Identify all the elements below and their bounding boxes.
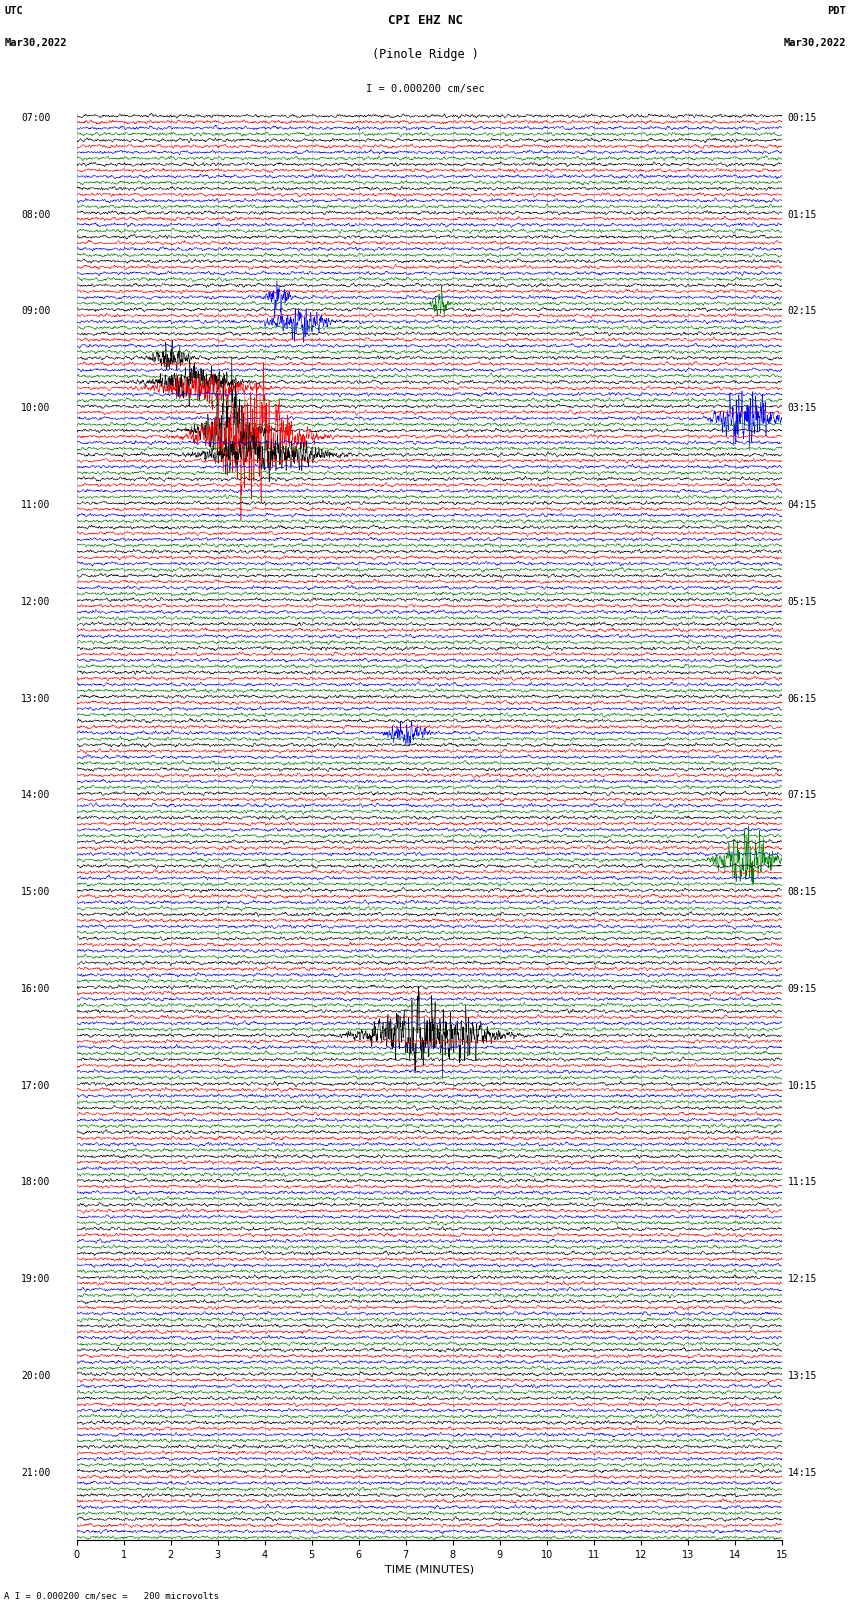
Text: 14:15: 14:15 (788, 1468, 817, 1478)
Text: 10:15: 10:15 (788, 1081, 817, 1090)
Text: 02:15: 02:15 (788, 306, 817, 316)
Text: 17:00: 17:00 (21, 1081, 51, 1090)
Text: 21:00: 21:00 (21, 1468, 51, 1478)
Text: (Pinole Ridge ): (Pinole Ridge ) (371, 48, 479, 61)
Text: PDT: PDT (827, 6, 846, 16)
Text: 04:15: 04:15 (788, 500, 817, 510)
Text: 08:00: 08:00 (21, 210, 51, 219)
Text: 07:00: 07:00 (21, 113, 51, 123)
Text: 06:15: 06:15 (788, 694, 817, 703)
Text: A I = 0.000200 cm/sec =   200 microvolts: A I = 0.000200 cm/sec = 200 microvolts (4, 1590, 219, 1600)
Text: 05:15: 05:15 (788, 597, 817, 606)
Text: 03:15: 03:15 (788, 403, 817, 413)
Text: 12:15: 12:15 (788, 1274, 817, 1284)
Text: CPI EHZ NC: CPI EHZ NC (388, 15, 462, 27)
Text: 00:15: 00:15 (788, 113, 817, 123)
Text: 13:15: 13:15 (788, 1371, 817, 1381)
Text: 11:15: 11:15 (788, 1177, 817, 1187)
Text: Mar30,2022: Mar30,2022 (783, 39, 846, 48)
Text: Mar30,2022: Mar30,2022 (4, 39, 67, 48)
Text: 16:00: 16:00 (21, 984, 51, 994)
Text: 11:00: 11:00 (21, 500, 51, 510)
Text: 14:00: 14:00 (21, 790, 51, 800)
Text: 15:00: 15:00 (21, 887, 51, 897)
X-axis label: TIME (MINUTES): TIME (MINUTES) (385, 1565, 473, 1574)
Text: 13:00: 13:00 (21, 694, 51, 703)
Text: 10:00: 10:00 (21, 403, 51, 413)
Text: 01:15: 01:15 (788, 210, 817, 219)
Text: 12:00: 12:00 (21, 597, 51, 606)
Text: 08:15: 08:15 (788, 887, 817, 897)
Text: 20:00: 20:00 (21, 1371, 51, 1381)
Text: 18:00: 18:00 (21, 1177, 51, 1187)
Text: 09:00: 09:00 (21, 306, 51, 316)
Text: I = 0.000200 cm/sec: I = 0.000200 cm/sec (366, 84, 484, 94)
Text: UTC: UTC (4, 6, 23, 16)
Text: 19:00: 19:00 (21, 1274, 51, 1284)
Text: 09:15: 09:15 (788, 984, 817, 994)
Text: 07:15: 07:15 (788, 790, 817, 800)
